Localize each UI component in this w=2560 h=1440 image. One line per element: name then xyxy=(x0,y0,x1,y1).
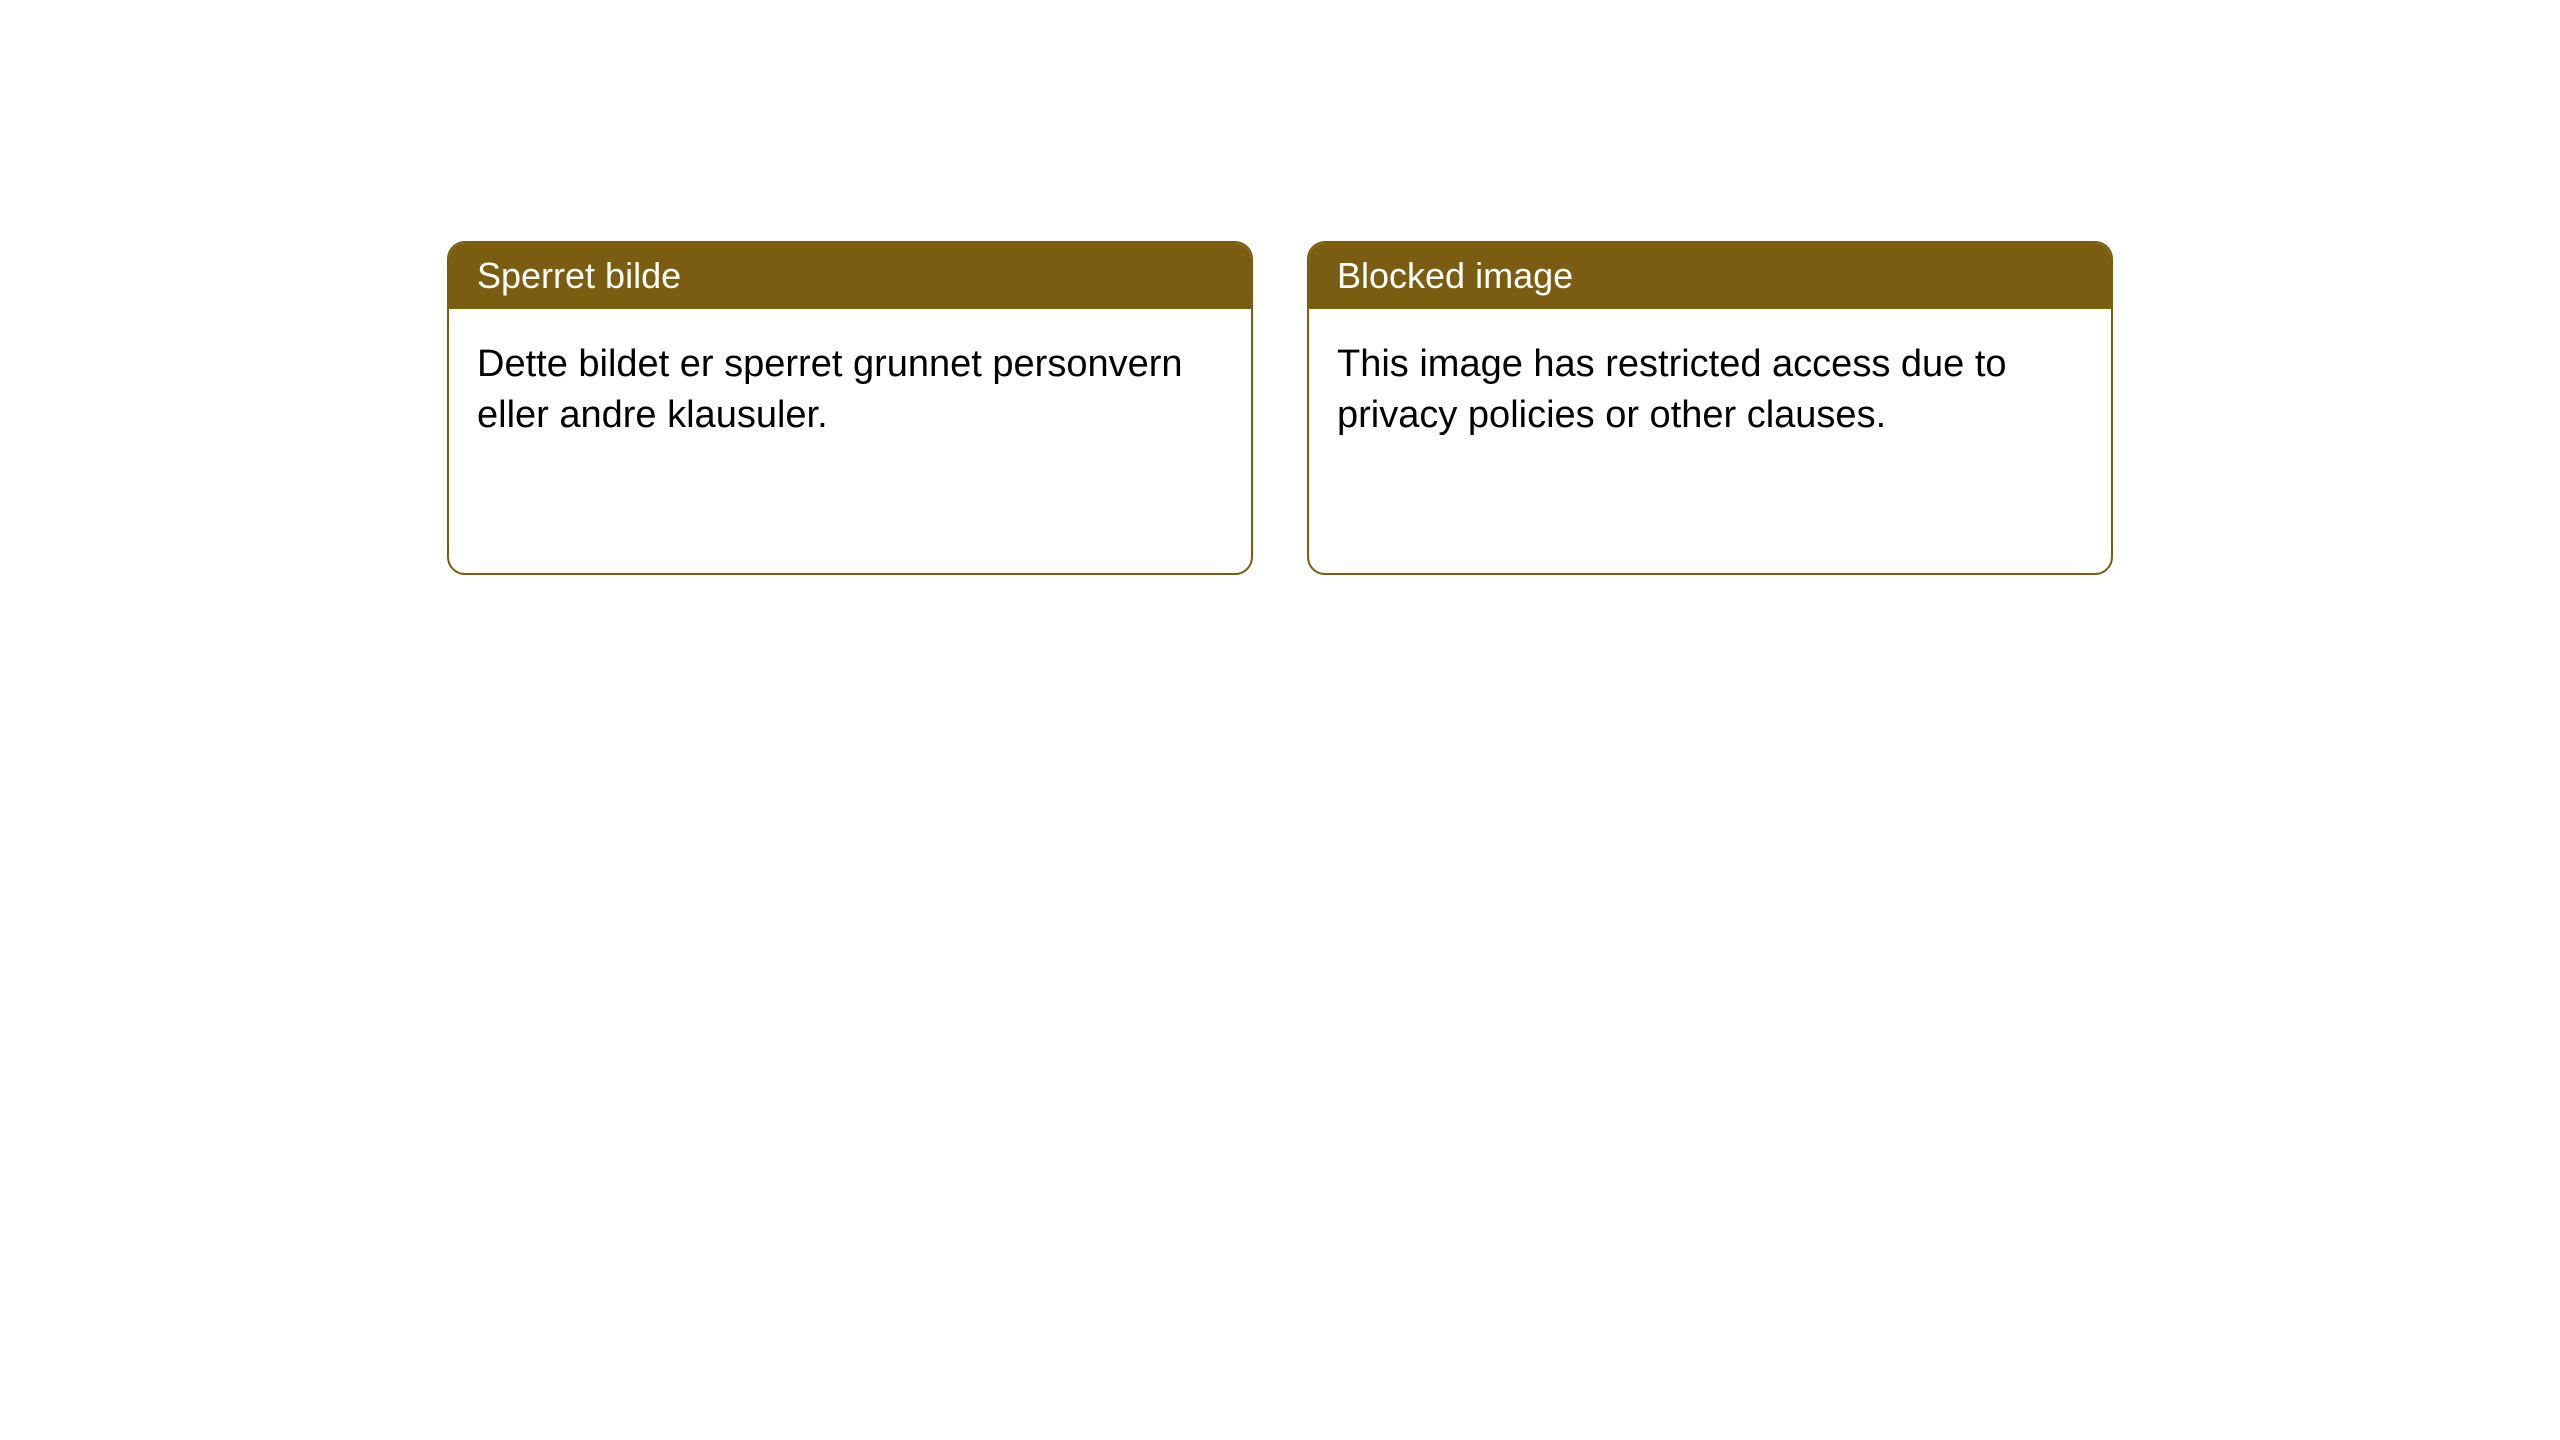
card-title: Sperret bilde xyxy=(477,255,681,296)
notice-card-norwegian: Sperret bilde Dette bildet er sperret gr… xyxy=(447,241,1253,575)
notice-card-english: Blocked image This image has restricted … xyxy=(1307,241,2113,575)
card-body-text: Dette bildet er sperret grunnet personve… xyxy=(477,343,1183,436)
card-body-text: This image has restricted access due to … xyxy=(1337,343,2007,436)
card-title: Blocked image xyxy=(1337,255,1573,296)
card-container: Sperret bilde Dette bildet er sperret gr… xyxy=(447,241,2113,575)
card-header: Sperret bilde xyxy=(449,243,1251,309)
card-body: Dette bildet er sperret grunnet personve… xyxy=(449,309,1251,472)
card-header: Blocked image xyxy=(1309,243,2111,309)
card-body: This image has restricted access due to … xyxy=(1309,309,2111,472)
